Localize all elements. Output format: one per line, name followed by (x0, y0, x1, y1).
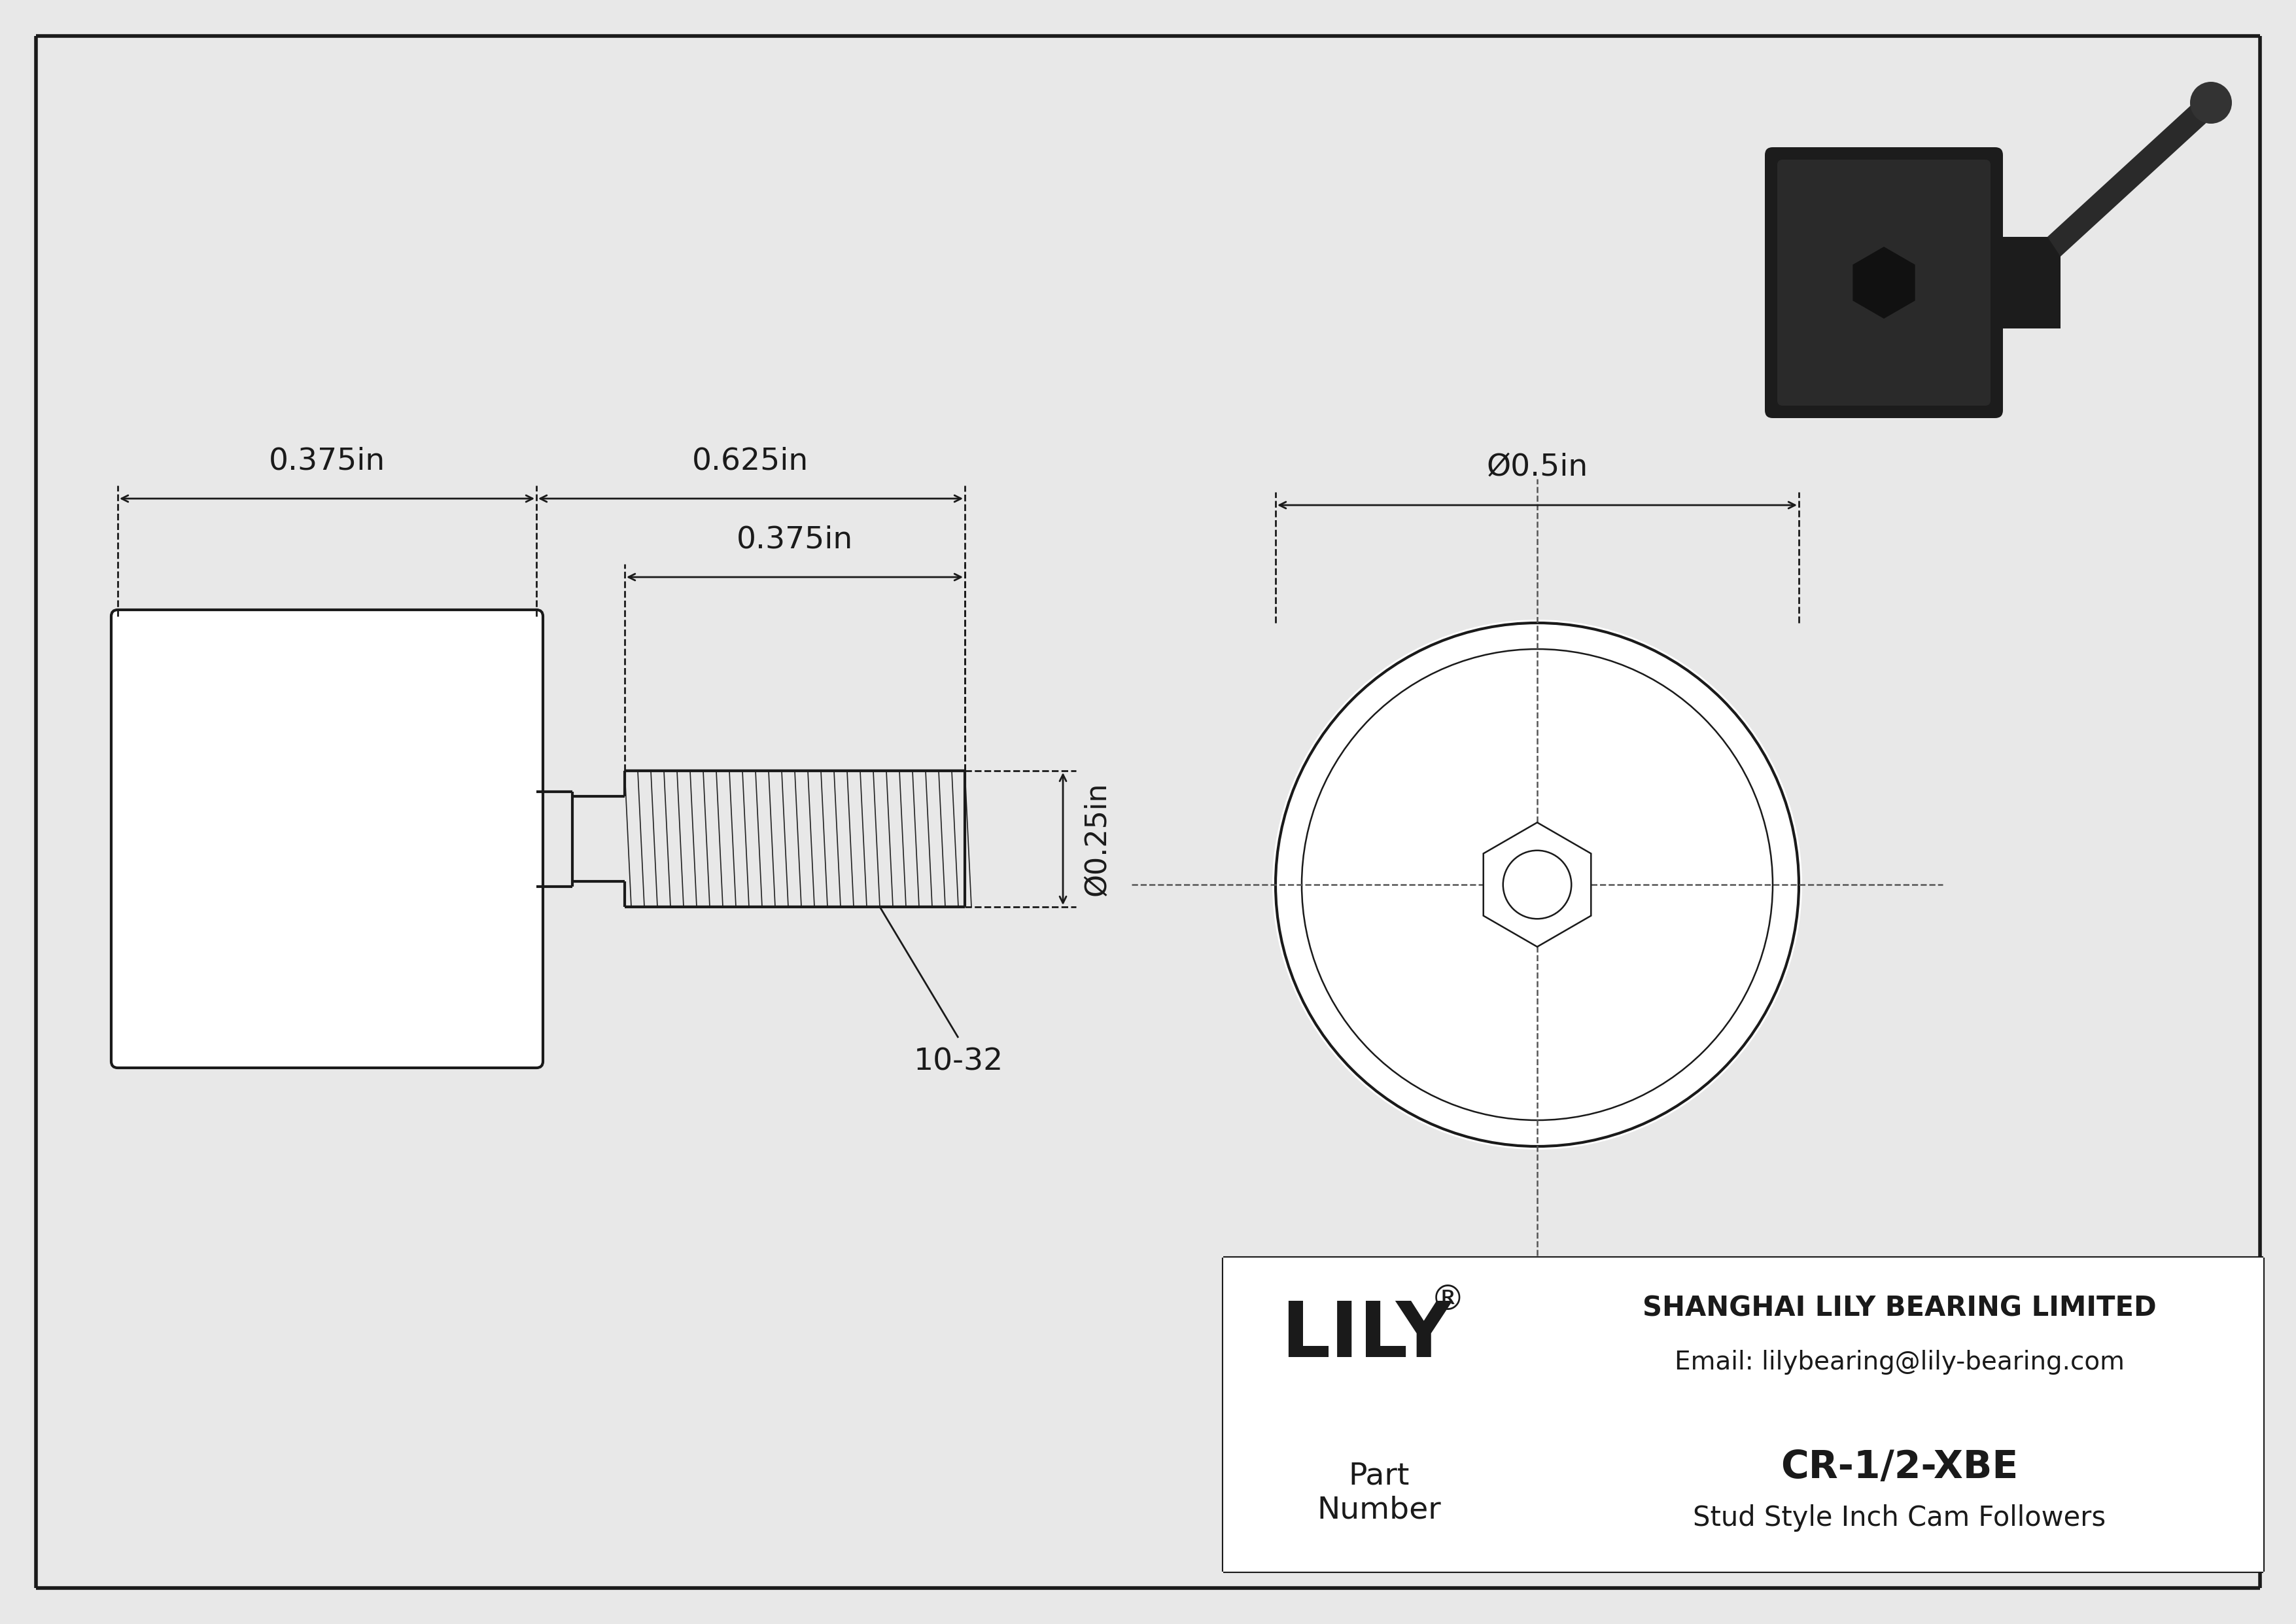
Polygon shape (1483, 822, 1591, 947)
Text: ®: ® (1430, 1283, 1465, 1317)
FancyBboxPatch shape (110, 611, 542, 1069)
Circle shape (1272, 620, 1802, 1150)
FancyBboxPatch shape (1766, 148, 2002, 417)
Circle shape (1504, 851, 1570, 919)
Text: 0.625in: 0.625in (693, 447, 808, 476)
Text: 10-32: 10-32 (914, 1047, 1003, 1077)
Text: Email: lilybearing@lily-bearing.com: Email: lilybearing@lily-bearing.com (1674, 1350, 2124, 1374)
Bar (1995, 237, 2060, 328)
FancyBboxPatch shape (1777, 159, 1991, 406)
Text: SHANGHAI LILY BEARING LIMITED: SHANGHAI LILY BEARING LIMITED (1642, 1294, 2156, 1322)
Polygon shape (1853, 247, 1915, 318)
Circle shape (2190, 81, 2232, 123)
Text: Ø0.5in: Ø0.5in (1486, 453, 1589, 482)
Text: Stud Style Inch Cam Followers: Stud Style Inch Cam Followers (1692, 1504, 2105, 1531)
Text: 0.375in: 0.375in (737, 525, 854, 554)
Polygon shape (2048, 93, 2218, 257)
Circle shape (1277, 624, 1798, 1147)
Text: 0.375in: 0.375in (269, 447, 386, 476)
Text: CR-1/2-XBE: CR-1/2-XBE (1779, 1449, 2018, 1486)
Bar (1224, 1257, 2264, 1572)
Circle shape (1302, 650, 1773, 1121)
Text: Part
Number: Part Number (1318, 1462, 1442, 1525)
Text: LILY: LILY (1281, 1299, 1451, 1374)
Text: Ø0.25in: Ø0.25in (1084, 781, 1111, 896)
